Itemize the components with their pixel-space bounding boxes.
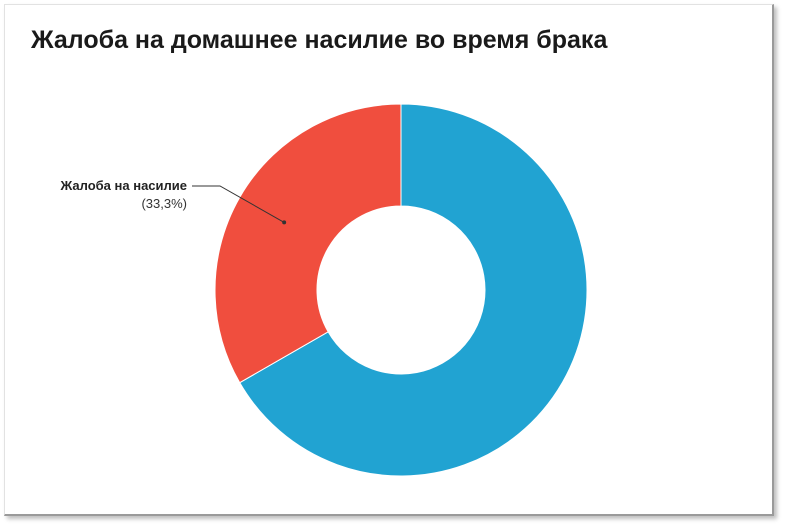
- donut-slice-0: [239, 103, 588, 477]
- slice-label-1: Жалоба на насилие: [59, 178, 187, 193]
- slice-labels: Жалоба на насилие (33,3%): [59, 178, 287, 225]
- leader-dot-1: [282, 220, 287, 225]
- donut-slices: [214, 103, 588, 477]
- leader-line-1: [192, 185, 285, 223]
- donut-slice-1: [214, 103, 402, 384]
- slice-value-1: (33,3%): [141, 196, 187, 211]
- chart-title: Жалоба на домашнее насилие во время брак…: [31, 26, 608, 54]
